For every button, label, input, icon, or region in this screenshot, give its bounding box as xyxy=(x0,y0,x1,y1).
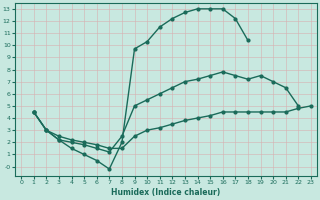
X-axis label: Humidex (Indice chaleur): Humidex (Indice chaleur) xyxy=(111,188,221,197)
